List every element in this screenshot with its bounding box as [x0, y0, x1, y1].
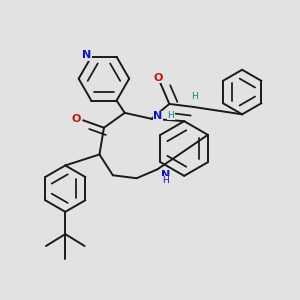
Text: N: N — [82, 50, 92, 60]
Text: O: O — [153, 73, 163, 83]
Text: N: N — [153, 111, 163, 122]
Text: N: N — [161, 170, 170, 180]
Text: O: O — [72, 114, 81, 124]
Text: H: H — [191, 92, 198, 101]
Text: H: H — [162, 176, 169, 185]
Text: H: H — [167, 111, 174, 120]
